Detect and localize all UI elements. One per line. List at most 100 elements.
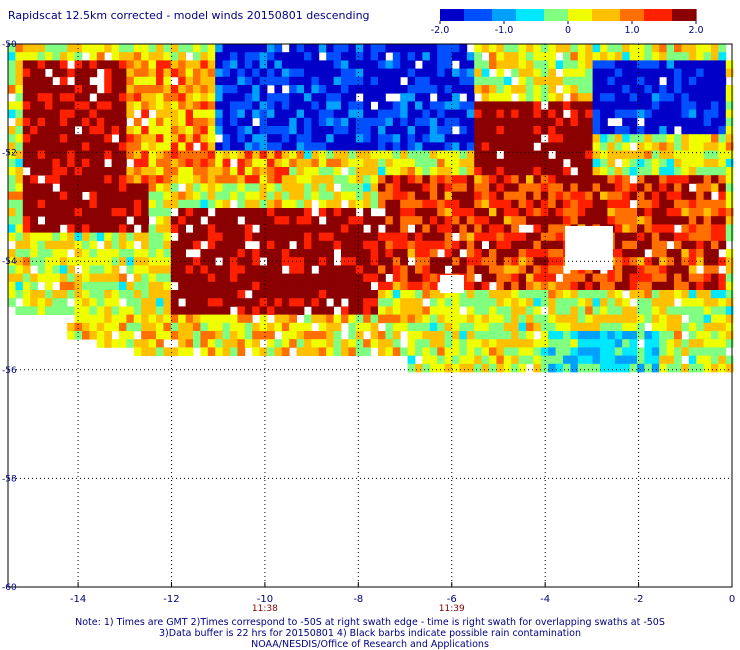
heatmap-cell — [22, 109, 31, 119]
heatmap-cell — [126, 52, 135, 61]
heatmap-cell — [259, 306, 268, 315]
heatmap-cell — [659, 183, 667, 192]
heatmap-cell — [555, 240, 564, 250]
heatmap-cell — [563, 216, 571, 225]
heatmap-cell — [703, 101, 712, 110]
heatmap-cell — [666, 93, 675, 102]
heatmap-cell — [370, 306, 379, 315]
heatmap-cell — [651, 101, 660, 110]
heatmap-cell — [444, 85, 453, 94]
heatmap-cell — [274, 183, 283, 192]
heatmap-cell — [644, 183, 653, 192]
heatmap-cell — [651, 281, 660, 291]
heatmap-cell — [96, 208, 105, 217]
heatmap-cell — [444, 93, 453, 102]
heatmap-cell — [119, 183, 127, 192]
heatmap-cell — [22, 60, 31, 69]
heatmap-cell — [674, 339, 682, 348]
heatmap-cell — [348, 339, 357, 348]
heatmap-cell — [474, 249, 482, 258]
heatmap-cell — [407, 158, 416, 168]
heatmap-cell — [156, 150, 164, 160]
heatmap-cell — [622, 68, 630, 78]
heatmap-cell — [637, 265, 645, 274]
heatmap-cell — [207, 44, 216, 53]
heatmap-cell — [681, 306, 690, 315]
heatmap-cell — [74, 240, 83, 250]
heatmap-cell — [141, 44, 149, 53]
heatmap-cell — [296, 109, 305, 119]
heatmap-cell — [281, 76, 290, 86]
heatmap-cell — [614, 249, 623, 258]
heatmap-cell — [200, 117, 209, 127]
heatmap-cell — [666, 257, 675, 266]
heatmap-cell — [104, 208, 112, 217]
heatmap-cell — [629, 290, 638, 299]
heatmap-cell — [207, 191, 216, 201]
heatmap-cell — [474, 232, 482, 242]
heatmap-cell — [459, 265, 468, 274]
heatmap-cell — [385, 142, 394, 151]
heatmap-cell — [363, 322, 371, 332]
heatmap-cell — [22, 101, 31, 110]
heatmap-cell — [518, 265, 527, 274]
colorbar-swatch — [640, 9, 645, 21]
heatmap-cell — [570, 183, 579, 192]
x-tick-label: 0 — [729, 594, 735, 605]
heatmap-cell — [89, 216, 98, 225]
heatmap-cell — [622, 265, 630, 274]
heatmap-cell — [326, 216, 334, 225]
heatmap-cell — [304, 249, 312, 258]
heatmap-cell — [82, 134, 90, 143]
heatmap-cell — [622, 347, 630, 356]
heatmap-cell — [385, 249, 394, 258]
heatmap-cell — [326, 240, 334, 250]
heatmap-cell — [378, 298, 386, 307]
heatmap-cell — [348, 126, 357, 135]
heatmap-cell — [622, 306, 630, 315]
heatmap-cell — [614, 314, 623, 324]
heatmap-cell — [244, 175, 253, 184]
heatmap-cell — [444, 134, 453, 143]
heatmap-cell — [52, 208, 61, 217]
heatmap-cell — [133, 52, 142, 61]
heatmap-cell — [466, 290, 475, 299]
heatmap-cell — [407, 232, 416, 242]
heatmap-cell — [437, 216, 445, 225]
heatmap-cell — [15, 76, 24, 86]
heatmap-cell — [259, 290, 268, 299]
heatmap-cell — [96, 265, 105, 274]
heatmap-cell — [392, 298, 401, 307]
heatmap-cell — [126, 175, 135, 184]
heatmap-cell — [341, 224, 349, 233]
colorbar-swatch — [488, 9, 493, 21]
heatmap-cell — [8, 216, 16, 225]
heatmap-cell — [133, 101, 142, 110]
heatmap-cell — [481, 224, 490, 233]
heatmap-cell — [274, 240, 283, 250]
heatmap-cell — [185, 281, 194, 291]
heatmap-cell — [193, 216, 201, 225]
heatmap-cell — [111, 52, 120, 61]
heatmap-cell — [318, 257, 327, 266]
heatmap-cell — [688, 355, 697, 365]
heatmap-cell — [629, 150, 638, 160]
heatmap-cell — [570, 158, 579, 168]
heatmap-cell — [400, 158, 408, 168]
heatmap-cell — [148, 339, 157, 348]
heatmap-cell — [526, 314, 534, 324]
heatmap-cell — [651, 199, 660, 209]
heatmap-cell — [215, 216, 223, 225]
heatmap-cell — [230, 52, 238, 61]
heatmap-cell — [15, 126, 24, 135]
heatmap-cell — [385, 224, 394, 233]
heatmap-cell — [540, 191, 549, 201]
heatmap-cell — [237, 109, 246, 119]
heatmap-cell — [126, 199, 135, 209]
heatmap-cell — [696, 101, 704, 110]
heatmap-cell — [503, 85, 512, 94]
heatmap-cell — [252, 331, 260, 340]
heatmap-cell — [111, 150, 120, 160]
heatmap-cell — [252, 44, 260, 53]
heatmap-cell — [600, 126, 608, 135]
